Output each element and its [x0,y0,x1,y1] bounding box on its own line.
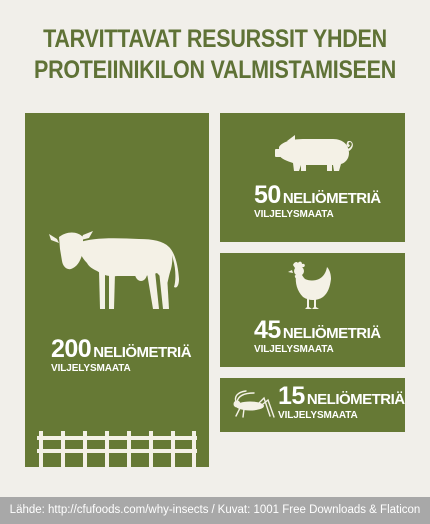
title-line-1: TARVITTAVAT RESURSSIT YHDEN [43,25,387,53]
credits-text: Kuvat: 1001 Free Downloads & Flaticon [217,504,421,516]
pig-icon [275,135,353,171]
cow-panel: 200 NELIÖMETRIÄ VILJELYSMAATA [25,113,209,467]
cricket-unit: NELIÖMETRIÄ [306,391,405,408]
cow-sub: VILJELYSMAATA [51,363,131,374]
cricket-sub: VILJELYSMAATA [278,410,358,421]
hen-number: 45 [254,316,281,344]
cow-icon [49,231,179,309]
footer: Lähde: http://cfufoods.com/why-insects / K… [0,497,430,524]
pig-amount: 50 NELIÖMETRIÄ [254,181,381,210]
hen-unit: NELIÖMETRIÄ [282,325,381,342]
title-line-2: PROTEIINIKILON VALMISTAMISEEN [33,56,397,84]
footer-separator: / [211,504,215,516]
cow-unit: NELIÖMETRIÄ [93,344,192,361]
cricket-amount: 15 NELIÖMETRIÄ [278,382,405,411]
source-text: Lähde: http://cfufoods.com/why-insects [9,504,209,516]
cricket-number: 15 [278,382,305,410]
hen-icon [288,261,331,309]
pig-sub: VILJELYSMAATA [254,209,334,220]
hen-panel: 45 NELIÖMETRIÄ VILJELYSMAATA [220,253,405,367]
pig-unit: NELIÖMETRIÄ [282,190,381,207]
cow-amount: 200 NELIÖMETRIÄ [51,335,192,364]
hen-sub: VILJELYSMAATA [254,344,334,355]
pig-panel: 50 NELIÖMETRIÄ VILJELYSMAATA [220,113,405,242]
hen-amount: 45 NELIÖMETRIÄ [254,316,381,345]
pig-number: 50 [254,181,281,209]
cricket-panel: 15 NELIÖMETRIÄ VILJELYSMAATA [220,378,405,432]
cricket-icon [233,390,275,418]
fence-icon [37,431,197,467]
page-title: TARVITTAVAT RESURSSIT YHDEN PROTEIINIKIL… [30,24,400,86]
cow-number: 200 [51,335,92,363]
